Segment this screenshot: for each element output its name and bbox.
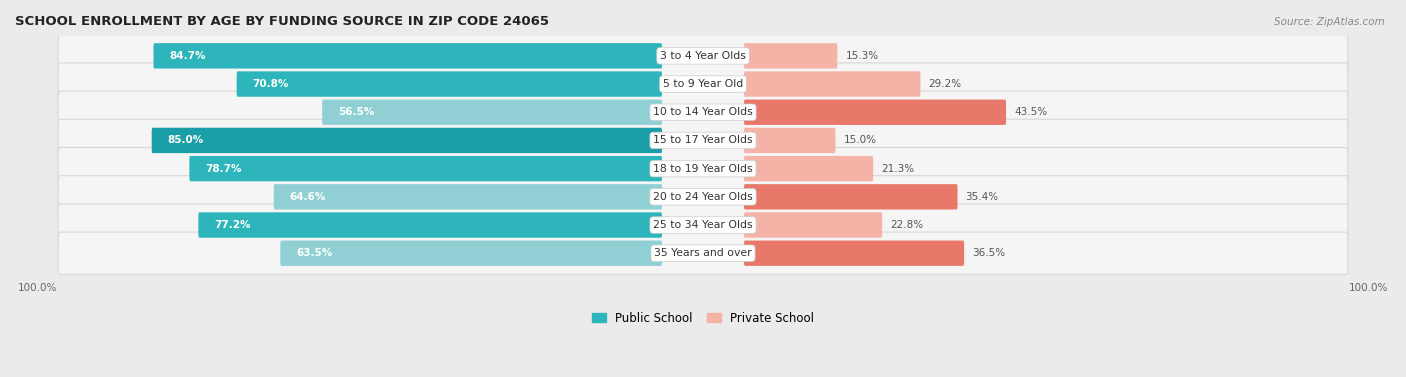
FancyBboxPatch shape	[280, 241, 662, 266]
Text: 63.5%: 63.5%	[297, 248, 332, 258]
FancyBboxPatch shape	[274, 184, 662, 210]
Legend: Public School, Private School: Public School, Private School	[586, 307, 820, 329]
Text: 18 to 19 Year Olds: 18 to 19 Year Olds	[654, 164, 752, 174]
Text: 5 to 9 Year Old: 5 to 9 Year Old	[662, 79, 744, 89]
Text: 78.7%: 78.7%	[205, 164, 242, 174]
Text: 15.3%: 15.3%	[845, 51, 879, 61]
Text: 15.0%: 15.0%	[844, 135, 876, 146]
Text: 100.0%: 100.0%	[18, 283, 58, 293]
FancyBboxPatch shape	[744, 212, 882, 238]
FancyBboxPatch shape	[322, 100, 662, 125]
FancyBboxPatch shape	[236, 71, 662, 97]
FancyBboxPatch shape	[744, 184, 957, 210]
FancyBboxPatch shape	[744, 43, 838, 69]
Text: 10 to 14 Year Olds: 10 to 14 Year Olds	[654, 107, 752, 117]
FancyBboxPatch shape	[744, 241, 965, 266]
Text: 36.5%: 36.5%	[972, 248, 1005, 258]
FancyBboxPatch shape	[58, 204, 1348, 246]
FancyBboxPatch shape	[58, 91, 1348, 133]
Text: 43.5%: 43.5%	[1014, 107, 1047, 117]
FancyBboxPatch shape	[190, 156, 662, 181]
Text: 21.3%: 21.3%	[882, 164, 914, 174]
Text: 20 to 24 Year Olds: 20 to 24 Year Olds	[654, 192, 752, 202]
Text: 25 to 34 Year Olds: 25 to 34 Year Olds	[654, 220, 752, 230]
Text: 22.8%: 22.8%	[890, 220, 924, 230]
FancyBboxPatch shape	[744, 100, 1007, 125]
FancyBboxPatch shape	[744, 71, 921, 97]
FancyBboxPatch shape	[58, 232, 1348, 274]
Text: 35.4%: 35.4%	[966, 192, 998, 202]
Text: 35 Years and over: 35 Years and over	[654, 248, 752, 258]
FancyBboxPatch shape	[58, 63, 1348, 105]
FancyBboxPatch shape	[58, 35, 1348, 77]
Text: 56.5%: 56.5%	[337, 107, 374, 117]
Text: 100.0%: 100.0%	[1348, 283, 1388, 293]
Text: 29.2%: 29.2%	[928, 79, 962, 89]
FancyBboxPatch shape	[152, 128, 662, 153]
FancyBboxPatch shape	[58, 176, 1348, 218]
Text: 85.0%: 85.0%	[167, 135, 204, 146]
Text: 3 to 4 Year Olds: 3 to 4 Year Olds	[659, 51, 747, 61]
FancyBboxPatch shape	[744, 128, 835, 153]
Text: 77.2%: 77.2%	[214, 220, 250, 230]
Text: 64.6%: 64.6%	[290, 192, 326, 202]
Text: 70.8%: 70.8%	[253, 79, 288, 89]
FancyBboxPatch shape	[153, 43, 662, 69]
FancyBboxPatch shape	[744, 156, 873, 181]
FancyBboxPatch shape	[58, 119, 1348, 162]
Text: 15 to 17 Year Olds: 15 to 17 Year Olds	[654, 135, 752, 146]
FancyBboxPatch shape	[58, 147, 1348, 190]
Text: 84.7%: 84.7%	[169, 51, 205, 61]
Text: Source: ZipAtlas.com: Source: ZipAtlas.com	[1274, 17, 1385, 27]
FancyBboxPatch shape	[198, 212, 662, 238]
Text: SCHOOL ENROLLMENT BY AGE BY FUNDING SOURCE IN ZIP CODE 24065: SCHOOL ENROLLMENT BY AGE BY FUNDING SOUR…	[15, 15, 548, 28]
